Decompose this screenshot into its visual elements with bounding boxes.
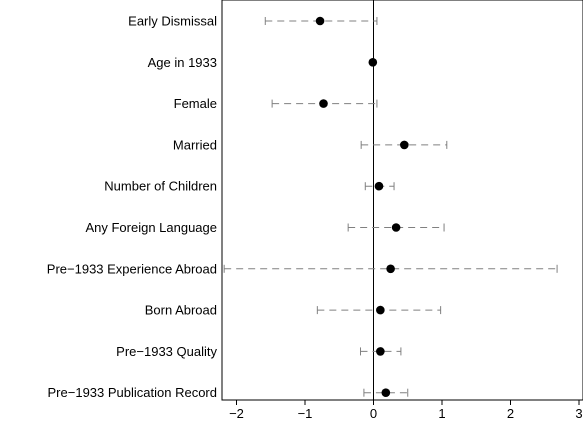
row-label: Pre−1933 Experience Abroad: [47, 261, 217, 276]
category-labels: Early Dismissal Age in 1933 Female Married N…: [47, 14, 218, 401]
plot-frame: [221, 0, 583, 401]
x-axis: −2 −1 0 1 2 3: [229, 400, 583, 421]
x-tick-label: 1: [438, 406, 445, 421]
row-label: Any Foreign Language: [85, 220, 217, 235]
x-tick-label: 3: [575, 406, 582, 421]
point-estimates: [315, 16, 409, 398]
point-estimate: [376, 305, 385, 315]
row-label: Born Abroad: [145, 303, 217, 318]
point-estimate: [315, 16, 325, 26]
x-tick-label: 0: [370, 406, 377, 421]
confidence-intervals: [223, 17, 558, 397]
row-label: Pre−1933 Quality: [116, 344, 217, 359]
row-label: Number of Children: [104, 179, 217, 194]
row-label: Pre−1933 Publication Record: [48, 385, 217, 400]
point-estimate: [381, 388, 391, 398]
row-label: Early Dismissal: [128, 14, 217, 29]
row-label: Age in 1933: [148, 55, 217, 70]
point-estimate: [400, 140, 409, 150]
point-estimate: [386, 264, 395, 274]
row-label: Female: [174, 96, 217, 111]
point-estimate: [319, 99, 328, 108]
row-label: Married: [173, 137, 217, 152]
point-estimate: [391, 223, 401, 232]
x-tick-label: 2: [507, 406, 514, 421]
point-estimate: [374, 181, 384, 191]
x-tick-label: −1: [298, 406, 313, 421]
x-tick-label: −2: [229, 406, 244, 421]
point-estimate: [368, 58, 378, 67]
point-estimate: [376, 347, 385, 356]
